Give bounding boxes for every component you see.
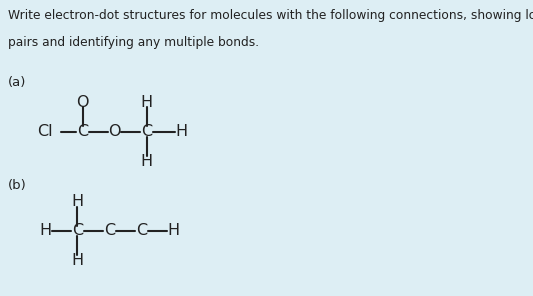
Text: C: C xyxy=(77,124,88,139)
Text: C: C xyxy=(104,223,115,238)
Text: pairs and identifying any multiple bonds.: pairs and identifying any multiple bonds… xyxy=(8,36,259,49)
Text: (b): (b) xyxy=(8,178,27,192)
Text: H: H xyxy=(71,194,83,209)
Text: H: H xyxy=(39,223,51,238)
Text: (a): (a) xyxy=(8,76,26,89)
Text: C: C xyxy=(136,223,147,238)
Text: H: H xyxy=(141,95,152,110)
Text: C: C xyxy=(141,124,152,139)
Text: H: H xyxy=(167,223,179,238)
Text: H: H xyxy=(71,253,83,268)
Text: Cl: Cl xyxy=(37,124,53,139)
Text: O: O xyxy=(76,95,89,110)
Text: Write electron-dot structures for molecules with the following connections, show: Write electron-dot structures for molecu… xyxy=(8,9,533,22)
Text: H: H xyxy=(141,154,152,169)
Text: O: O xyxy=(108,124,121,139)
Text: C: C xyxy=(72,223,83,238)
Text: H: H xyxy=(175,124,187,139)
